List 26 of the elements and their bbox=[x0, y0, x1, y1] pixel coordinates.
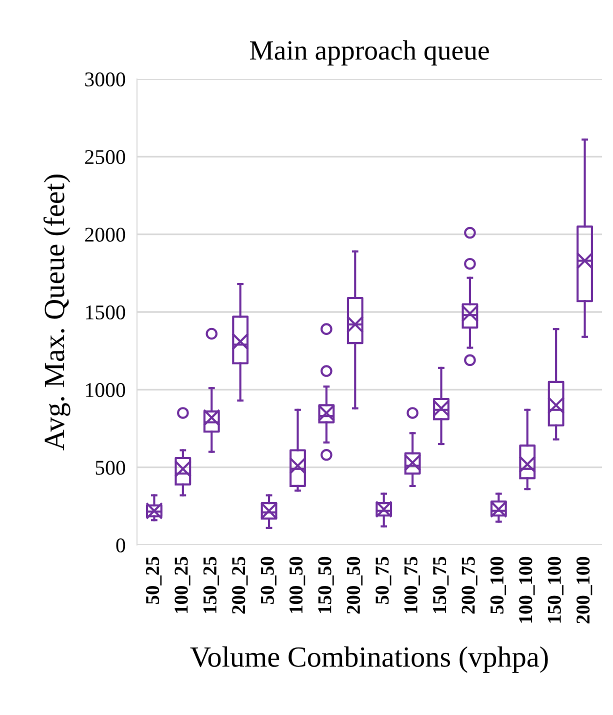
y-axis-title: Avg. Max. Queue (feet) bbox=[44, 174, 70, 450]
y-tick-label: 3000 bbox=[85, 72, 126, 86]
y-tick-label: 2500 bbox=[85, 150, 126, 164]
x-tick-label: 50_50 bbox=[260, 556, 276, 604]
y-tick-label: 1500 bbox=[86, 305, 126, 320]
y-tick-label: 0 bbox=[116, 538, 126, 552]
y-tick-label: 500 bbox=[96, 460, 126, 475]
x-tick-label: 150_75 bbox=[433, 556, 449, 613]
x-tick-label: 50_100 bbox=[490, 556, 506, 614]
x-tick-label: 150_25 bbox=[203, 556, 220, 613]
y-tick-label: 1000 bbox=[86, 383, 126, 398]
x-tick-label: 50_75 bbox=[376, 556, 392, 604]
x-tick-label: 50_25 bbox=[146, 556, 162, 604]
x-tick-label: 200_100 bbox=[576, 556, 592, 624]
chart-title: Main approach queue bbox=[250, 40, 489, 66]
x-tick-label: 150_100 bbox=[548, 556, 564, 623]
x-tick-label: 100_25 bbox=[174, 556, 190, 613]
x-tick-label: 100_100 bbox=[519, 556, 535, 623]
y-tick-label: 2000 bbox=[85, 228, 126, 242]
x-tick-label: 200_50 bbox=[346, 556, 363, 614]
x-tick-label: 100_75 bbox=[404, 556, 420, 613]
x-tick-label: 150_50 bbox=[318, 556, 334, 613]
x-tick-label: 200_25 bbox=[232, 556, 248, 614]
x-axis-title: Volume Combinations (vphpa) bbox=[190, 646, 548, 673]
x-tick-label: 200_75 bbox=[462, 556, 478, 614]
x-tick-label: 100_50 bbox=[289, 556, 306, 613]
